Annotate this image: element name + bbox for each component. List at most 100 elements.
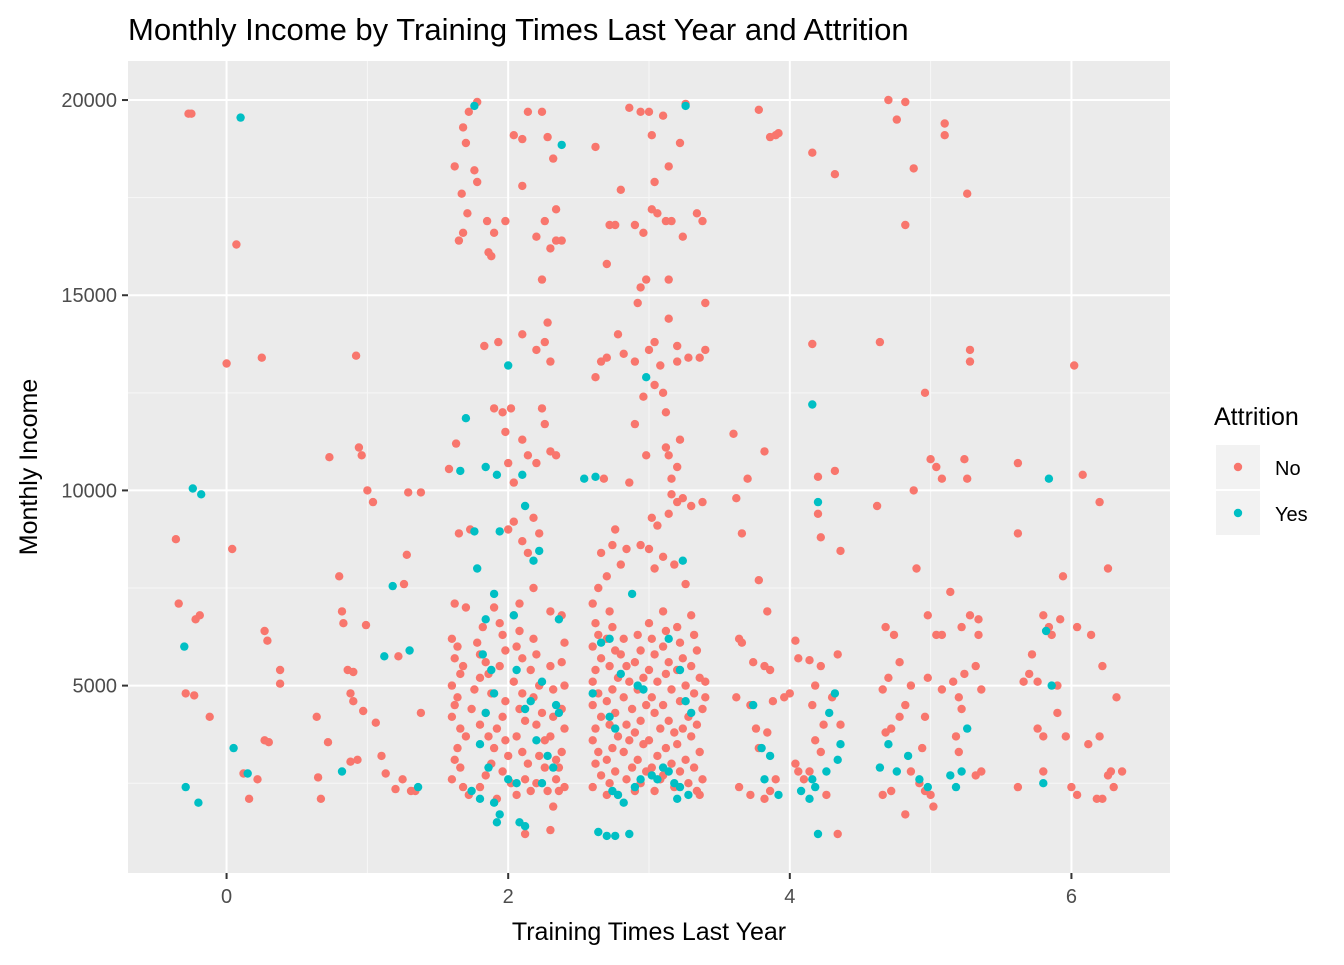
point-no — [450, 755, 459, 764]
point-no — [467, 704, 476, 714]
point-no — [926, 790, 935, 800]
point-no — [594, 630, 603, 640]
point-no — [833, 829, 842, 839]
point-no — [599, 474, 609, 483]
point-no — [647, 131, 656, 140]
point-no — [498, 767, 507, 776]
point-no — [836, 546, 845, 556]
point-yes — [830, 689, 840, 698]
point-yes — [520, 822, 530, 831]
point-no — [960, 669, 969, 679]
point-yes — [653, 775, 662, 784]
point-no — [833, 650, 842, 659]
point-no — [489, 228, 499, 237]
point-no — [763, 728, 772, 737]
point-no — [546, 825, 555, 835]
point-no — [811, 736, 820, 745]
point-yes — [512, 779, 521, 788]
point-no — [673, 462, 682, 472]
point-yes — [681, 697, 690, 706]
gridlines — [128, 61, 1170, 873]
point-no — [602, 353, 611, 362]
point-no — [478, 622, 487, 632]
point-no — [681, 681, 690, 690]
point-no — [749, 658, 758, 667]
point-no — [658, 642, 668, 651]
point-no — [611, 525, 620, 534]
point-yes — [594, 827, 603, 837]
point-no — [698, 775, 707, 784]
point-no — [337, 607, 347, 616]
point-no — [633, 630, 642, 640]
point-no — [450, 654, 459, 663]
point-no — [1039, 767, 1048, 776]
point-no — [687, 732, 696, 741]
point-no — [653, 751, 662, 761]
point-no — [884, 673, 893, 682]
point-no — [447, 712, 457, 721]
point-no — [949, 677, 958, 686]
point-no — [836, 720, 845, 729]
point-no — [875, 337, 885, 347]
point-no — [650, 380, 659, 390]
point-no — [602, 697, 611, 706]
point-no — [622, 544, 631, 554]
point-no — [906, 767, 916, 776]
point-no — [495, 619, 504, 628]
y-tick-label: 20000 — [61, 90, 117, 112]
point-yes — [836, 740, 845, 749]
point-no — [929, 802, 938, 811]
point-no — [611, 220, 620, 230]
point-no — [901, 700, 910, 710]
point-no — [540, 419, 549, 429]
point-yes — [627, 589, 637, 599]
point-yes — [405, 646, 414, 655]
point-no — [518, 330, 527, 339]
point-yes — [796, 786, 806, 796]
point-yes — [684, 790, 693, 800]
point-no — [349, 667, 358, 677]
point-no — [512, 642, 521, 651]
point-no — [636, 540, 645, 550]
point-no — [551, 451, 561, 460]
point-no — [313, 773, 323, 782]
point-no — [765, 665, 775, 675]
point-no — [244, 794, 254, 803]
point-no — [532, 232, 541, 241]
point-no — [1098, 661, 1107, 671]
point-yes — [611, 831, 620, 841]
point-no — [647, 634, 656, 643]
point-no — [647, 763, 656, 772]
point-yes — [549, 763, 558, 772]
point-no — [664, 162, 673, 171]
point-no — [701, 693, 710, 702]
point-no — [816, 747, 825, 757]
point-no — [675, 435, 685, 444]
point-no — [498, 408, 507, 417]
point-no — [537, 275, 547, 284]
point-yes — [957, 767, 966, 776]
point-yes — [757, 743, 766, 753]
point-no — [813, 509, 823, 518]
point-no — [754, 105, 763, 115]
point-no — [977, 685, 986, 694]
point-no — [678, 724, 687, 733]
point-no — [480, 341, 489, 351]
chart-title: Monthly Income by Training Times Last Ye… — [128, 12, 909, 47]
point-no — [675, 138, 685, 148]
point-yes — [388, 581, 397, 591]
point-no — [613, 330, 623, 339]
point-no — [359, 706, 368, 716]
point-no — [926, 455, 935, 464]
point-no — [353, 755, 362, 764]
point-yes — [625, 829, 634, 839]
point-no — [667, 474, 676, 483]
point-no — [661, 626, 671, 636]
point-no — [363, 486, 372, 495]
point-no — [743, 474, 752, 483]
point-yes — [229, 743, 238, 753]
point-yes — [467, 786, 476, 796]
point-no — [909, 164, 918, 173]
point-no — [546, 244, 555, 253]
